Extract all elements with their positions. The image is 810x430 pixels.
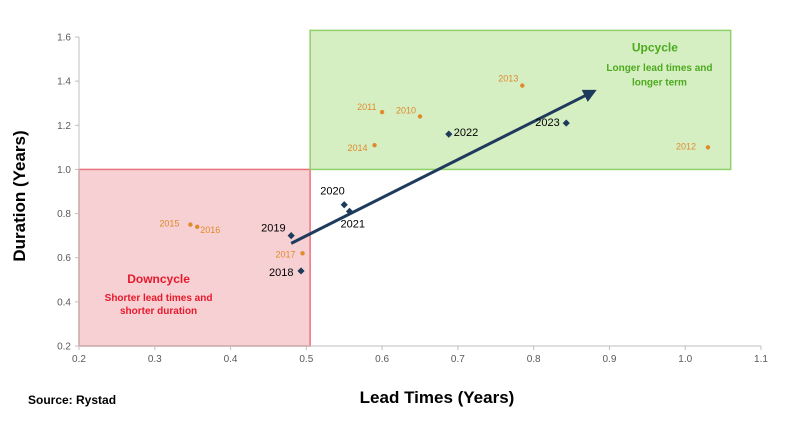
point-label-2015: 2015 — [159, 219, 179, 229]
point-label-2022: 2022 — [454, 127, 478, 139]
region-subtitle-downcycle: Shorter lead times and — [105, 293, 213, 304]
y-axis-title: Duration (Years) — [10, 130, 29, 261]
point-label-2011: 2011 — [357, 102, 376, 112]
trend-arrow — [290, 89, 597, 245]
x-tick-label: 0.7 — [451, 354, 465, 365]
point-2019 — [287, 232, 295, 240]
point-2014 — [372, 142, 377, 148]
x-tick-label: 0.5 — [299, 354, 313, 365]
point-label-2017: 2017 — [276, 249, 296, 259]
x-tick-label: 0.3 — [148, 354, 162, 365]
x-tick-label: 0.8 — [527, 354, 541, 365]
point-2023 — [562, 119, 570, 127]
point-label-2016: 2016 — [200, 225, 220, 235]
region-title-upcycle: Upcycle — [632, 40, 678, 54]
point-label-2021: 2021 — [341, 218, 365, 230]
point-label-2023: 2023 — [535, 117, 559, 129]
x-tick-label: 0.9 — [602, 354, 616, 365]
point-2013 — [520, 83, 525, 88]
region-title-downcycle: Downcycle — [127, 272, 190, 286]
point-label-2020: 2020 — [320, 186, 344, 198]
y-tick-label: 0.6 — [57, 253, 71, 264]
point-2012 — [705, 145, 711, 150]
point-2017 — [300, 251, 305, 256]
y-tick-label: 1.0 — [57, 165, 71, 176]
region-upcycle — [309, 29, 732, 171]
point-label-2010: 2010 — [396, 105, 416, 115]
region-subtitle-upcycle: longer term — [632, 78, 687, 89]
y-tick-label: 1.6 — [57, 33, 71, 44]
y-tick-label: 0.4 — [57, 297, 71, 308]
point-label-2013: 2013 — [498, 74, 518, 84]
x-tick-label: 0.2 — [72, 354, 86, 365]
point-label-2014: 2014 — [348, 143, 368, 153]
point-2010 — [417, 114, 423, 119]
point-2011 — [379, 109, 385, 115]
point-label-2018: 2018 — [269, 267, 293, 279]
y-tick-label: 0.8 — [57, 209, 71, 220]
region-subtitle-upcycle: Longer lead times and — [606, 63, 712, 74]
point-label-2019: 2019 — [261, 223, 285, 235]
region-subtitle-downcycle: shorter duration — [120, 306, 197, 317]
point-label-2012: 2012 — [676, 141, 696, 151]
point-2022 — [445, 130, 453, 138]
y-tick-label: 1.4 — [57, 77, 71, 88]
y-tick-label: 0.2 — [57, 342, 71, 353]
x-axis-title: Lead Times (Years) — [360, 388, 515, 407]
source-label: Source: Rystad — [28, 393, 117, 407]
point-2021 — [345, 207, 354, 215]
point-2018 — [297, 267, 305, 275]
region-downcycle — [78, 168, 311, 347]
point-2016 — [195, 224, 200, 230]
y-tick-label: 1.2 — [57, 121, 71, 132]
point-2020 — [340, 201, 348, 209]
x-tick-label: 0.6 — [375, 354, 389, 365]
x-tick-label: 1.0 — [678, 354, 692, 365]
point-2015 — [188, 222, 193, 227]
x-tick-label: 1.1 — [754, 354, 768, 365]
x-tick-label: 0.4 — [224, 354, 238, 365]
